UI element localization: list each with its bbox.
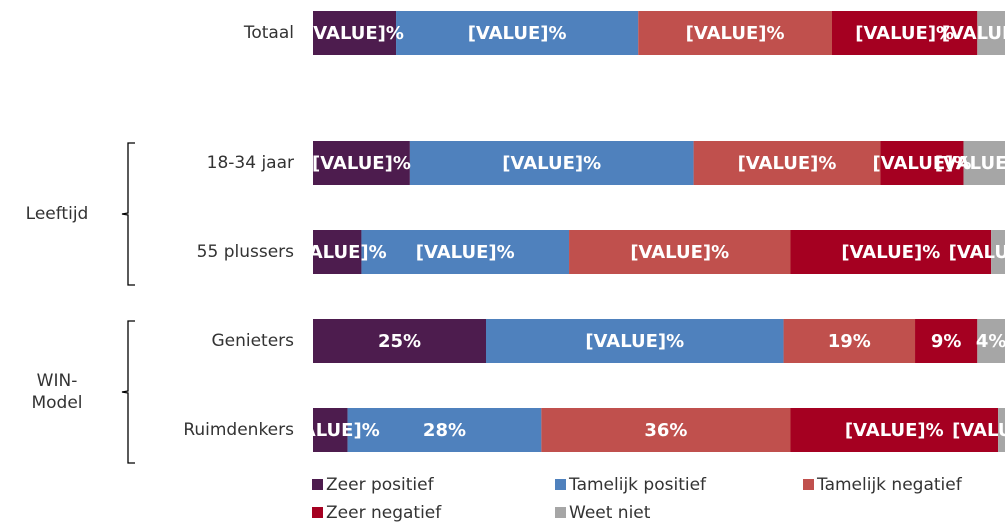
bar-segment (638, 11, 832, 55)
category-label: 55 plussers (197, 242, 294, 262)
legend-label: Zeer negatief (326, 503, 442, 523)
bar-segment (313, 141, 410, 185)
data-label: [VALUE]% (935, 153, 1008, 174)
plot-area (313, 11, 1005, 452)
value-labels: [VALUE]%[VALUE]%[VALUE]%[VALUE]%[VALUE]%… (281, 23, 1008, 441)
bar-segment (313, 408, 348, 452)
bar-segment (790, 408, 999, 452)
data-label: [VALUE]% (630, 242, 729, 263)
category-label: Genieters (211, 331, 294, 351)
data-label: [VALUE]% (312, 153, 411, 174)
data-label: [VALUE]% (305, 23, 404, 44)
bar-segment (790, 230, 992, 274)
bar-segment (569, 230, 791, 274)
category-label: Ruimdenkers (183, 420, 294, 440)
group-brace (121, 320, 135, 464)
bar-segment (396, 11, 639, 55)
data-label: [VALUE]% (585, 331, 684, 352)
bar-segment (313, 319, 486, 363)
data-label: [VALUE]% (952, 420, 1008, 441)
bar-segment (313, 230, 362, 274)
group-label: WIN- (37, 371, 78, 391)
data-label: 9% (931, 331, 962, 352)
bar-segment (313, 11, 397, 55)
legend-swatch (803, 479, 814, 490)
data-label: 36% (644, 420, 687, 441)
data-label: [VALUE]% (855, 23, 954, 44)
legend-label: Tamelijk negatief (816, 475, 963, 495)
bar-segment (991, 230, 1005, 274)
data-label: [VALUE]% (841, 242, 940, 263)
group-brace (121, 142, 135, 286)
legend-label: Zeer positief (326, 475, 435, 495)
data-label: [VALUE]% (288, 242, 387, 263)
data-label: [VALUE]% (949, 242, 1008, 263)
data-label: [VALUE]% (468, 23, 567, 44)
data-label: 19% (828, 331, 871, 352)
legend-swatch (555, 479, 566, 490)
bar-segment (541, 408, 791, 452)
legend-label: Weet niet (569, 503, 651, 523)
bar-segment (783, 319, 916, 363)
bar-segment (915, 319, 978, 363)
data-label: [VALUE]% (416, 242, 515, 263)
legend-swatch (312, 479, 323, 490)
legend-swatch (312, 507, 323, 518)
group-label: Leeftijd (26, 204, 89, 224)
legend-swatch (555, 507, 566, 518)
data-label: 25% (378, 331, 421, 352)
bar-segment (832, 11, 978, 55)
bar-segment (693, 141, 881, 185)
category-label: 18-34 jaar (207, 153, 294, 173)
data-label: [VALUE]% (873, 153, 972, 174)
bar-segment (977, 319, 1005, 363)
data-label: [VALUE]% (942, 23, 1008, 44)
data-label: 4% (976, 331, 1007, 352)
legend-label: Tamelijk positief (568, 475, 707, 495)
data-label: [VALUE]% (281, 420, 380, 441)
bar-segment (880, 141, 964, 185)
bar-segment (486, 319, 784, 363)
data-label: [VALUE]% (686, 23, 785, 44)
data-label: [VALUE]% (502, 153, 601, 174)
category-label: Totaal (243, 23, 294, 43)
data-label: 28% (423, 420, 466, 441)
group-label: Model (31, 393, 82, 413)
bar-segment (977, 11, 1005, 55)
bar-segment (409, 141, 694, 185)
data-label: [VALUE]% (845, 420, 944, 441)
bar-segment (361, 230, 570, 274)
data-label: [VALUE]% (738, 153, 837, 174)
bar-segment (963, 141, 1005, 185)
bar-segment (347, 408, 542, 452)
bar-segment (998, 408, 1005, 452)
